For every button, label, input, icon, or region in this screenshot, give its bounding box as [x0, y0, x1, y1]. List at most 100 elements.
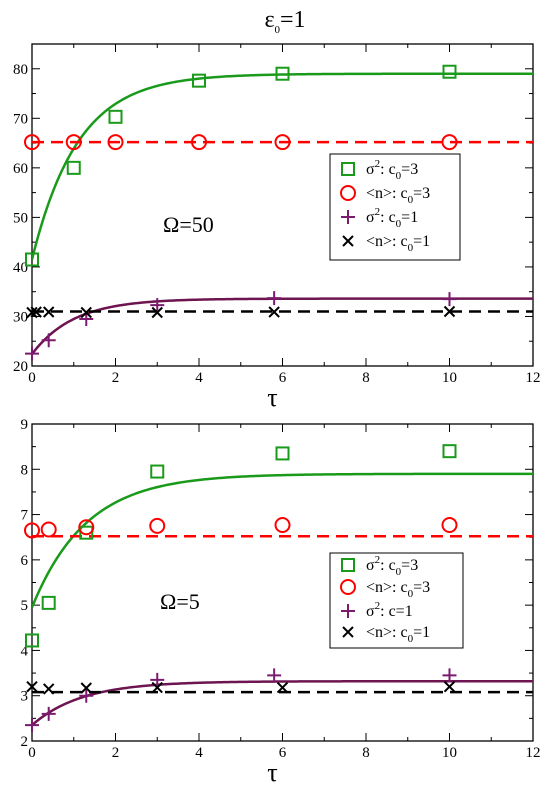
x-tick-label: 8: [362, 370, 370, 386]
y-tick-label: 2: [21, 734, 29, 750]
data-point-cross: [268, 306, 280, 318]
legend-marker: [340, 185, 356, 201]
data-point-cross: [276, 681, 289, 694]
x-tick-label: 12: [526, 370, 541, 386]
data-point-cross: [151, 681, 163, 694]
data-point-circle: [441, 134, 458, 151]
y-tick-label: 50: [13, 210, 28, 226]
y-tick-label: 20: [13, 359, 28, 375]
fit-curve: [32, 72, 533, 260]
legend-marker: [341, 162, 355, 176]
data-point-cross: [443, 305, 456, 318]
y-tick-label: 80: [13, 62, 28, 78]
data-point-square: [192, 73, 206, 88]
data-point-cross: [26, 680, 38, 693]
data-point-circle: [65, 134, 82, 151]
data-point-plus: [79, 688, 94, 703]
legend-marker: [340, 579, 356, 595]
x-tick-label: 4: [195, 745, 203, 761]
legend-entry: <n>: c0=3: [366, 185, 430, 206]
data-point-plus: [267, 291, 282, 306]
figure-title: ε0=1: [264, 7, 305, 36]
y-tick-label: 40: [13, 260, 28, 276]
data-point-cross: [151, 306, 163, 319]
legend-entry: σ2: c0=3: [366, 158, 418, 182]
data-point-plus: [442, 668, 457, 683]
x-tick-label: 8: [362, 745, 370, 761]
legend-entry: <n>: c0=1: [366, 624, 430, 645]
panel-label: Ω=5: [160, 589, 200, 614]
data-point-plus: [41, 333, 56, 348]
data-point-plus: [25, 718, 39, 733]
x-axis-label: τ: [267, 383, 277, 412]
data-point-plus: [150, 298, 165, 313]
data-point-square: [275, 66, 290, 81]
data-point-cross: [26, 306, 38, 319]
x-tick-label: 4: [195, 370, 203, 386]
data-point-cross: [80, 682, 92, 694]
legend-entry: <n>: c0=1: [366, 233, 430, 254]
data-point-plus: [79, 311, 94, 326]
legend-box: [329, 153, 461, 261]
legend-marker: [341, 210, 355, 224]
data-point-square: [442, 444, 457, 459]
legend-marker: [342, 235, 354, 247]
data-point-circle: [40, 521, 57, 538]
x-tick-label: 6: [279, 745, 287, 761]
y-tick-label: 70: [13, 111, 28, 127]
fit-curve: [32, 472, 533, 608]
x-tick-label: 0: [28, 745, 36, 761]
x-tick-label: 6: [279, 370, 287, 386]
panel-label: Ω=50: [163, 212, 214, 237]
data-point-circle: [191, 134, 207, 151]
data-point-circle: [274, 516, 291, 533]
x-tick-label: 0: [28, 370, 36, 386]
data-point-cross: [80, 306, 92, 319]
y-tick-label: 6: [21, 553, 29, 569]
legend-marker: [342, 626, 354, 638]
data-point-circle: [24, 522, 40, 539]
data-point-cross: [42, 306, 55, 318]
data-point-circle: [24, 134, 40, 151]
top-panel-chart: 0 2 4 6 8 10 12 20 30 40 50 60 70 80 τ Ω=50 σ2: c0=3 <n>:…: [13, 43, 541, 412]
data-point-plus: [150, 672, 165, 687]
legend-box: [329, 552, 464, 649]
data-point-square: [150, 464, 165, 479]
data-point-square: [79, 525, 94, 540]
y-tick-label: 30: [13, 309, 28, 325]
data-point-cross: [30, 306, 42, 318]
data-point-square: [66, 160, 81, 175]
y-tick-label: 9: [21, 417, 29, 433]
x-tick-label: 10: [442, 745, 457, 761]
x-axis-label: τ: [267, 758, 277, 787]
data-point-square: [108, 109, 123, 124]
data-point-circle: [274, 134, 291, 151]
x-tick-label: 2: [112, 745, 120, 761]
data-point-square: [41, 595, 56, 610]
legend-marker: [341, 558, 355, 572]
data-point-square: [25, 252, 39, 267]
y-tick-label: 7: [21, 508, 29, 524]
data-point-plus: [267, 668, 282, 683]
data-point-circle: [149, 517, 166, 534]
data-point-circle: [441, 516, 458, 533]
y-tick-label: 8: [21, 462, 29, 478]
legend-marker: [341, 604, 355, 618]
data-point-cross: [42, 683, 55, 695]
y-tick-label: 60: [13, 161, 28, 177]
y-tick-label: 4: [21, 643, 29, 659]
data-point-circle: [107, 134, 124, 151]
legend-entry: <n>: c0=3: [366, 579, 430, 600]
data-point-plus: [41, 706, 56, 721]
fit-curve: [32, 297, 533, 355]
y-tick-label: 3: [21, 689, 29, 705]
x-tick-label: 12: [526, 745, 541, 761]
data-point-cross: [443, 680, 456, 693]
y-tick-label: 5: [21, 598, 29, 614]
legend-entry: σ2: c0=1: [366, 206, 418, 230]
data-point-circle: [78, 519, 95, 536]
x-tick-label: 2: [112, 370, 120, 386]
x-tick-label: 10: [442, 370, 457, 386]
legend-entry: σ2: c0=3: [366, 554, 418, 578]
legend-entry: σ2: c=1: [366, 600, 413, 620]
